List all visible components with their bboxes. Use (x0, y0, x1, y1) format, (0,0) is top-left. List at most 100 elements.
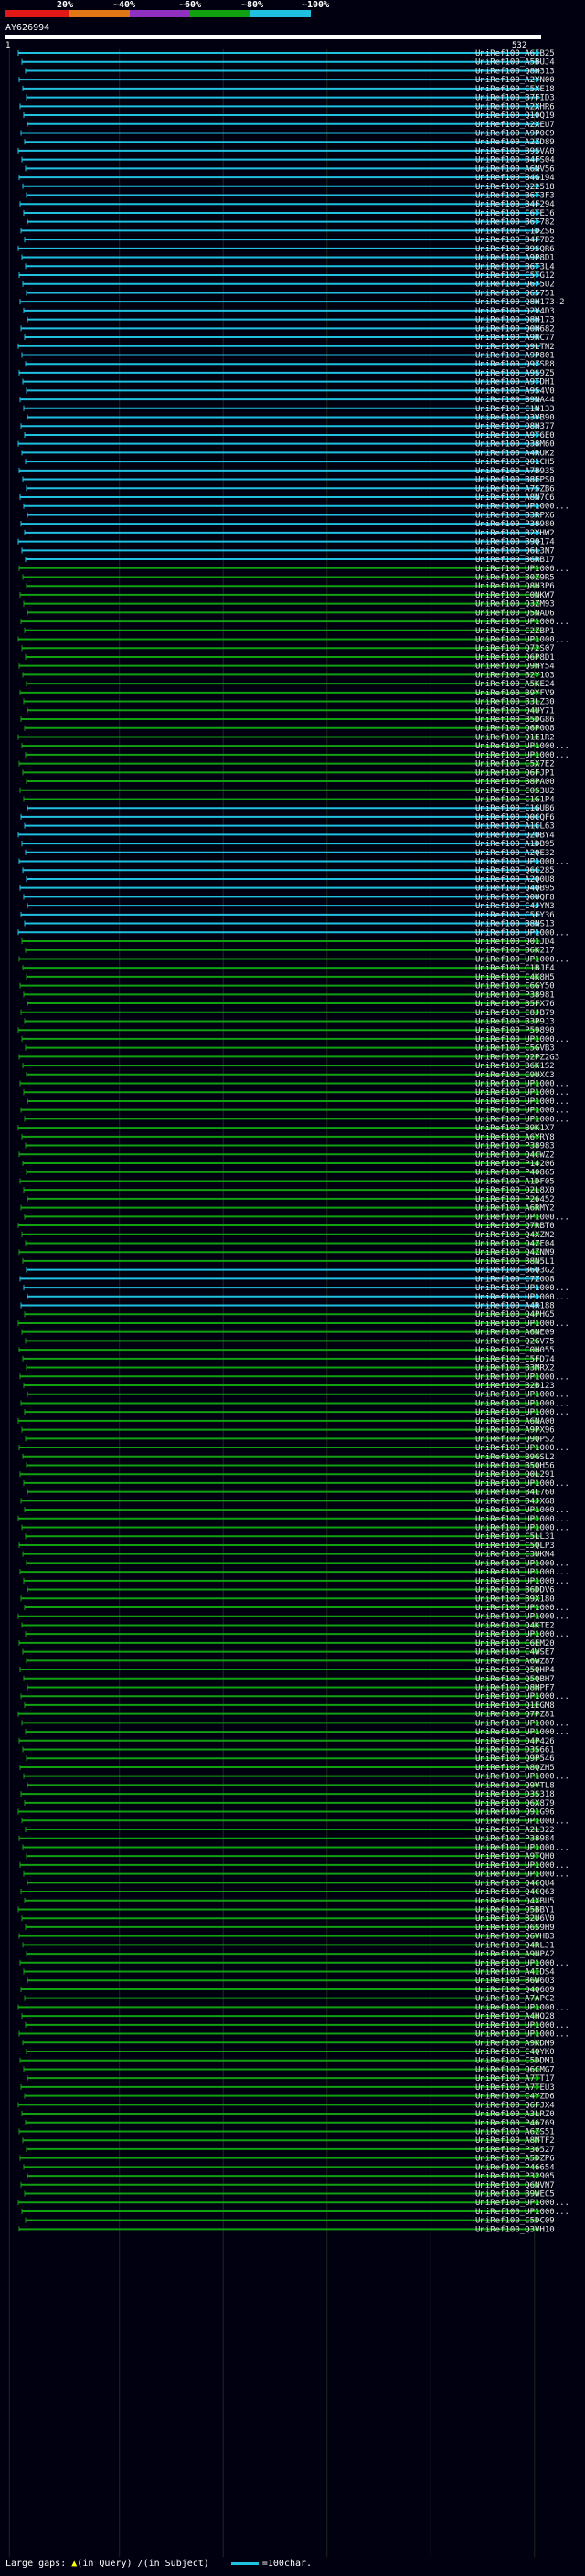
hit-row[interactable]: UniRef100_Q9VTL8 (27, 1781, 555, 1790)
hit-name-link[interactable]: UniRef100_UP1000... (475, 1088, 569, 1097)
hit-name-link[interactable]: UniRef100_C4YZD6 (475, 2093, 555, 2102)
hit-row[interactable]: UniRef100_B9YFV9 (19, 689, 555, 698)
hit-name-link[interactable]: UniRef100_C6EM20 (475, 1639, 555, 1648)
hit-name-link[interactable]: UniRef100_UP1000... (475, 565, 569, 574)
hit-row[interactable]: UniRef100_A7SZB6 (26, 484, 555, 493)
hit-row[interactable]: UniRef100_Q38M60 (17, 440, 555, 450)
hit-name-link[interactable]: UniRef100_A8N7C6 (475, 493, 555, 503)
hit-name-link[interactable]: UniRef100_Q38M60 (475, 440, 555, 450)
hit-row[interactable]: UniRef100_Q6P8D1 (25, 653, 555, 663)
hit-row[interactable]: UniRef100_Q6C285 (22, 866, 555, 875)
hit-name-link[interactable]: UniRef100_A7TEU3 (475, 2083, 555, 2093)
hit-name-link[interactable]: UniRef100_A7SZB6 (475, 484, 555, 493)
hit-name-link[interactable]: UniRef100_Q0UQF8 (475, 893, 555, 902)
hit-name-link[interactable]: UniRef100_UP1000... (475, 636, 569, 645)
hit-row[interactable]: UniRef100_P32905 (27, 2172, 555, 2181)
hit-row[interactable]: UniRef100_UP1000... (24, 1604, 569, 1613)
hit-row[interactable]: UniRef100_UP1000... (26, 1559, 569, 1568)
hit-row[interactable]: UniRef100_Q4PHG5 (24, 1310, 555, 1320)
hit-row[interactable]: UniRef100_A2QE32 (25, 849, 555, 858)
hit-name-link[interactable]: UniRef100_Q6FJP1 (475, 769, 555, 778)
hit-row[interactable]: UniRef100_A7TEU3 (20, 2083, 555, 2093)
hit-row[interactable]: UniRef100_A7B935 (18, 467, 555, 476)
hit-name-link[interactable]: UniRef100_B6W6Q3 (475, 1977, 555, 1986)
hit-row[interactable]: UniRef100_Q9LTN2 (17, 343, 555, 352)
hit-name-link[interactable]: UniRef100_Q6P0Q8 (475, 725, 555, 734)
hit-name-link[interactable]: UniRef100_C8JB79 (475, 1009, 555, 1018)
hit-name-link[interactable]: UniRef100_UP1000... (475, 858, 569, 867)
hit-name-link[interactable]: UniRef100_A6NA00 (475, 1417, 555, 1426)
hit-row[interactable]: UniRef100_UP1000... (17, 1515, 569, 1524)
hit-name-link[interactable]: UniRef100_Q8HPF7 (475, 1683, 555, 1692)
hit-row[interactable]: UniRef100_A1DF05 (19, 1177, 555, 1186)
hit-name-link[interactable]: UniRef100_A4IDS4 (475, 1968, 555, 1977)
hit-name-link[interactable]: UniRef100_C0S3U2 (475, 787, 555, 796)
hit-row[interactable]: UniRef100_P26452 (27, 1195, 555, 1204)
hit-row[interactable]: UniRef100_Q675U2 (22, 281, 555, 290)
hit-row[interactable]: UniRef100_UP1000... (23, 1088, 569, 1097)
hit-row[interactable]: UniRef100_B6K217 (25, 947, 555, 956)
hit-name-link[interactable]: UniRef100_Q9QPS2 (475, 1435, 555, 1444)
hit-name-link[interactable]: UniRef100_B2YHW2 (475, 529, 555, 538)
hit-name-link[interactable]: UniRef100_UP1000... (475, 1515, 569, 1524)
hit-row[interactable]: UniRef100_A2ZD89 (24, 138, 555, 147)
hit-row[interactable]: UniRef100_B0Z9R5 (22, 573, 555, 582)
hit-row[interactable]: UniRef100_UP1000... (17, 1613, 569, 1622)
hit-row[interactable]: UniRef100_UP1000... (21, 1035, 569, 1044)
hit-row[interactable]: UniRef100_C9UXC3 (26, 1071, 555, 1080)
hit-row[interactable]: UniRef100_UP1000... (22, 1843, 569, 1852)
hit-name-link[interactable]: UniRef100_P36527 (475, 2146, 555, 2155)
hit-name-link[interactable]: UniRef100_D3S661 (475, 1746, 555, 1755)
hit-name-link[interactable]: UniRef100_Q5QBH7 (475, 1675, 555, 1684)
hit-row[interactable]: UniRef100_Q8H173 (27, 316, 555, 325)
hit-name-link[interactable]: UniRef100_UP1000... (475, 1524, 569, 1533)
hit-row[interactable]: UniRef100_Q6L3N7 (21, 546, 555, 556)
hit-name-link[interactable]: UniRef100_A2XEU7 (475, 121, 555, 130)
hit-name-link[interactable]: UniRef100_C5FY36 (475, 911, 555, 920)
hit-name-link[interactable]: UniRef100_Q01CH5 (475, 458, 555, 467)
hit-row[interactable]: UniRef100_Q3VH10 (18, 2225, 555, 2234)
hit-row[interactable]: UniRef100_B4L760 (27, 1489, 555, 1498)
hit-name-link[interactable]: UniRef100_A1DF05 (475, 1177, 555, 1186)
hit-row[interactable]: UniRef100_Q8H377 (20, 422, 555, 431)
hit-name-link[interactable]: UniRef100_B9SVA0 (475, 147, 555, 156)
hit-name-link[interactable]: UniRef100_C3UKN4 (475, 1551, 555, 1560)
hit-name-link[interactable]: UniRef100_A6WZ87 (475, 1657, 555, 1666)
hit-row[interactable]: UniRef100_UP1000... (17, 636, 569, 645)
hit-name-link[interactable]: UniRef100_Q9HY54 (475, 663, 555, 672)
hit-name-link[interactable]: UniRef100_UP1000... (475, 1444, 569, 1453)
hit-row[interactable]: UniRef100_C6GY50 (19, 982, 555, 991)
hit-row[interactable]: UniRef100_UP1000... (18, 565, 569, 574)
hit-row[interactable]: UniRef100_B8PA00 (26, 778, 555, 787)
hit-name-link[interactable]: UniRef100_P38981 (475, 991, 555, 1000)
hit-name-link[interactable]: UniRef100_UP1000... (475, 1613, 569, 1622)
hit-row[interactable]: UniRef100_UP1000... (20, 1399, 569, 1408)
hit-name-link[interactable]: UniRef100_Q4ZE04 (475, 1239, 555, 1248)
hit-row[interactable]: UniRef100_Q01CH5 (25, 458, 555, 467)
hit-name-link[interactable]: UniRef100_P26452 (475, 1195, 555, 1204)
hit-name-link[interactable]: UniRef100_UP1000... (475, 928, 569, 938)
hit-row[interactable]: UniRef100_Q4CQ63 (20, 1888, 555, 1897)
hit-row[interactable]: UniRef100_C5LL31 (25, 1532, 555, 1542)
hit-name-link[interactable]: UniRef100_C1N133 (475, 405, 555, 414)
hit-row[interactable]: UniRef100_Q72S07 (21, 644, 555, 653)
hit-row[interactable]: UniRef100_Q4XBU5 (24, 1897, 555, 1906)
hit-name-link[interactable]: UniRef100_B6T3L4 (475, 262, 555, 271)
hit-row[interactable]: UniRef100_A4HQ28 (21, 2012, 555, 2021)
hit-name-link[interactable]: UniRef100_UP1000... (475, 1817, 569, 1826)
hit-name-link[interactable]: UniRef100_P40865 (475, 1169, 555, 1178)
hit-row[interactable]: UniRef100_C5TG12 (18, 271, 555, 281)
hit-row[interactable]: UniRef100_B9SQR6 (17, 245, 555, 254)
hit-name-link[interactable]: UniRef100_B9YFV9 (475, 689, 555, 698)
hit-row[interactable]: UniRef100_Q4RLJ1 (22, 1941, 555, 1950)
hit-name-link[interactable]: UniRef100_UP1000... (475, 1293, 569, 1302)
hit-row[interactable]: UniRef100_Q5QHP4 (19, 1666, 555, 1675)
hit-name-link[interactable]: UniRef100_C5QLP3 (475, 1542, 555, 1551)
hit-row[interactable]: UniRef100_A3LRZ0 (21, 2110, 555, 2119)
hit-name-link[interactable]: UniRef100_UP1000... (475, 2021, 569, 2030)
hit-name-link[interactable]: UniRef100_C5XE18 (475, 85, 555, 94)
hit-name-link[interactable]: UniRef100_C5X7E2 (475, 760, 555, 769)
hit-name-link[interactable]: UniRef100_Q9LTN2 (475, 343, 555, 352)
hit-name-link[interactable]: UniRef100_C1G1P4 (475, 795, 555, 804)
hit-name-link[interactable]: UniRef100_UP1000... (475, 1861, 569, 1871)
